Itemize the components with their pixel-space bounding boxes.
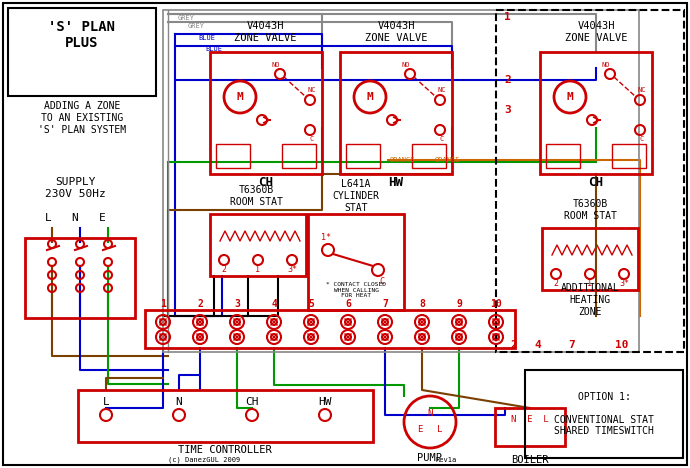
Text: L641A
CYLINDER
STAT: L641A CYLINDER STAT [333,179,380,212]
Bar [25,238,135,318]
Bar [282,144,316,168]
Text: 3: 3 [504,105,511,115]
Text: BOILER: BOILER [511,455,549,465]
Text: L   N   E: L N E [45,213,106,223]
Text: (c) DanezGUL 2009: (c) DanezGUL 2009 [168,457,240,463]
Text: 'S' PLAN
PLUS: 'S' PLAN PLUS [48,20,115,50]
Text: CH: CH [245,397,259,407]
Text: T6360B
ROOM STAT: T6360B ROOM STAT [564,199,616,221]
Text: NO: NO [602,62,610,68]
Text: 2: 2 [197,299,203,309]
Text: HW: HW [318,397,332,407]
Text: 2: 2 [511,340,518,350]
Text: Rev1a: Rev1a [435,457,456,463]
Text: 4: 4 [535,340,542,350]
Bar [546,144,580,168]
Bar [210,52,322,174]
Text: L: L [437,425,443,434]
Text: BLUE: BLUE [198,35,215,41]
Text: 1: 1 [587,279,593,288]
Text: 3*: 3* [619,279,629,288]
Text: HW: HW [388,176,404,190]
Text: N: N [176,397,182,407]
Text: C: C [640,136,644,142]
Text: L: L [103,397,110,407]
Text: GREY: GREY [188,23,205,29]
Bar [340,52,452,174]
Text: 1: 1 [160,299,166,309]
Bar [163,10,639,352]
Text: M: M [237,92,244,102]
Text: NO: NO [402,62,411,68]
Text: TIME CONTROLLER: TIME CONTROLLER [178,445,272,455]
Bar [542,228,638,290]
Text: ADDITIONAL
HEATING
ZONE: ADDITIONAL HEATING ZONE [560,284,620,316]
Text: 5: 5 [308,299,314,309]
Text: NC: NC [437,87,446,93]
Text: 10: 10 [615,340,629,350]
Text: V4043H
ZONE VALVE: V4043H ZONE VALVE [564,21,627,43]
Text: CH: CH [259,176,273,190]
Text: C: C [380,278,384,286]
Text: 9: 9 [456,299,462,309]
Text: ORANGE: ORANGE [390,157,415,163]
Text: OPTION 1:

CONVENTIONAL STAT
SHARED TIMESWITCH: OPTION 1: CONVENTIONAL STAT SHARED TIMES… [554,392,654,436]
Bar [78,390,373,442]
Text: 4: 4 [271,299,277,309]
Text: N  E  L: N E L [511,416,549,424]
Bar [540,52,652,174]
Text: NC: NC [308,87,316,93]
Text: 3: 3 [234,299,240,309]
Text: SUPPLY
230V 50Hz: SUPPLY 230V 50Hz [45,177,106,199]
Text: T6360B
ROOM STAT: T6360B ROOM STAT [230,185,282,207]
Text: C: C [310,136,314,142]
Bar [412,144,446,168]
Text: NO: NO [272,62,280,68]
Text: NC: NC [638,87,647,93]
Text: ADDING A ZONE
TO AN EXISTING
'S' PLAN SYSTEM: ADDING A ZONE TO AN EXISTING 'S' PLAN SY… [38,102,126,135]
Text: 10: 10 [490,299,502,309]
Text: 7: 7 [569,340,575,350]
Text: 2: 2 [504,75,511,85]
Bar [495,408,565,446]
Text: V4043H
ZONE VALVE: V4043H ZONE VALVE [234,21,296,43]
Text: 2: 2 [553,279,558,288]
Text: V4043H
ZONE VALVE: V4043H ZONE VALVE [365,21,427,43]
Text: * CONTACT CLOSED
WHEN CALLING
FOR HEAT: * CONTACT CLOSED WHEN CALLING FOR HEAT [326,282,386,298]
Text: C: C [440,136,444,142]
Text: GREY: GREY [178,15,195,21]
Text: 3*: 3* [287,265,297,275]
Text: CH: CH [589,176,604,190]
Text: 1: 1 [504,12,511,22]
Text: ORANGE: ORANGE [435,157,460,163]
Text: 6: 6 [345,299,351,309]
Bar [612,144,646,168]
Text: PUMP: PUMP [417,453,442,463]
Text: N: N [427,410,433,418]
Text: E: E [417,425,423,434]
Bar [210,214,306,276]
Bar [216,144,250,168]
Bar [8,8,156,96]
Bar [496,10,684,352]
Text: 1: 1 [255,265,261,275]
Bar [346,144,380,168]
Text: 2: 2 [221,265,226,275]
Text: 7: 7 [382,299,388,309]
Text: M: M [366,92,373,102]
Bar [525,370,683,458]
Bar [308,214,404,310]
Text: M: M [566,92,573,102]
Text: 1*: 1* [321,234,331,242]
Text: BLUE: BLUE [205,46,222,52]
Bar [145,310,515,348]
Text: 8: 8 [419,299,425,309]
